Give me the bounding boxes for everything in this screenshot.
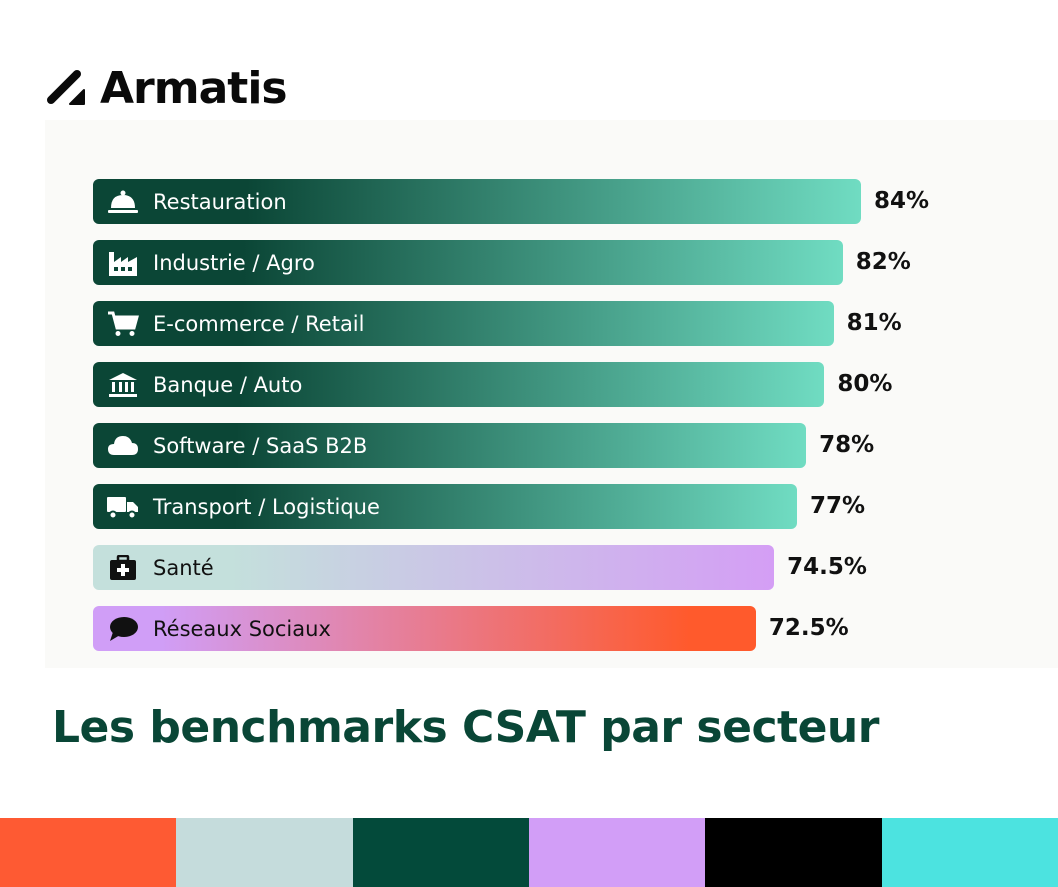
bar-industrie-agro: Industrie / Agro xyxy=(93,240,843,285)
bar-transport-logistique: Transport / Logistique xyxy=(93,484,797,529)
chat-bubble-icon xyxy=(107,616,139,642)
color-strips xyxy=(0,818,1058,887)
value-label: 74.5% xyxy=(787,554,867,580)
value-label: 82% xyxy=(855,249,911,275)
color-strip xyxy=(352,818,529,887)
bar-reseaux-sociaux: Réseaux Sociaux xyxy=(93,606,756,651)
value-label: 84% xyxy=(874,188,930,214)
bar-label: Industrie / Agro xyxy=(153,250,315,275)
bar-label: Banque / Auto xyxy=(153,372,303,397)
medical-kit-icon xyxy=(107,554,139,581)
brand-logo: Armatis xyxy=(46,63,288,114)
bank-icon xyxy=(107,372,139,398)
brand-name: Armatis xyxy=(100,62,288,114)
factory-icon xyxy=(107,250,139,276)
service-bell-icon xyxy=(107,189,139,215)
value-label: 81% xyxy=(846,310,902,336)
color-strip xyxy=(881,818,1058,887)
bar-label: Transport / Logistique xyxy=(153,494,380,519)
truck-icon xyxy=(107,494,139,520)
armatis-logo-icon xyxy=(47,70,85,105)
bar-label: E-commerce / Retail xyxy=(153,311,365,336)
bar-sante: Santé xyxy=(93,545,775,590)
value-label: 77% xyxy=(810,493,866,519)
bar-label: Santé xyxy=(153,555,214,580)
bar-restauration: Restauration xyxy=(93,179,861,224)
bar-label: Restauration xyxy=(153,189,287,214)
bar-label: Software / SaaS B2B xyxy=(153,433,368,458)
bar-e-commerce-retail: E-commerce / Retail xyxy=(93,301,834,346)
color-strip xyxy=(0,818,177,887)
value-label: 78% xyxy=(819,432,875,458)
bar-banque-auto: Banque / Auto xyxy=(93,362,825,407)
page-title: Les benchmarks CSAT par secteur xyxy=(52,702,879,753)
color-strip xyxy=(176,818,353,887)
color-strip xyxy=(528,818,706,887)
cart-icon xyxy=(107,311,139,337)
value-label: 72.5% xyxy=(768,615,849,641)
bar-software-saas-b2b: Software / SaaS B2B xyxy=(93,423,807,468)
cloud-icon xyxy=(107,433,139,459)
color-strip xyxy=(705,818,882,887)
value-label: 80% xyxy=(837,371,893,397)
bar-label: Réseaux Sociaux xyxy=(153,616,331,641)
